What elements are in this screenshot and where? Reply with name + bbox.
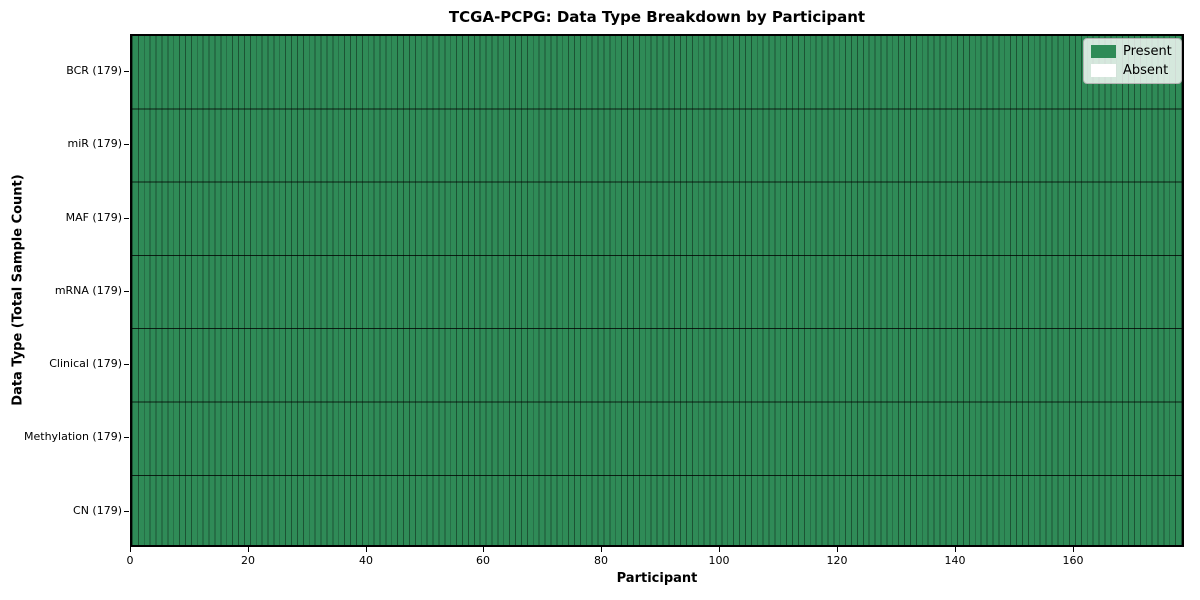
absent-swatch [1091,64,1116,77]
x-tick-label: 80 [594,554,608,567]
x-tick-label: 100 [708,554,730,567]
x-tick-mark [366,547,368,552]
x-axis-label: Participant [616,571,698,586]
x-tick-label: 20 [241,554,255,567]
x-tick-mark [719,547,721,552]
x-tick-label: 0 [126,554,134,567]
plot-area [130,34,1184,547]
y-tick-mark [124,364,129,366]
y-tick-label: miR (179) [67,137,123,150]
legend: Present Absent [1083,38,1182,84]
x-tick-mark [601,547,603,552]
y-tick-mark [124,511,129,513]
legend-label: Absent [1123,63,1169,78]
legend-entry-present: Present [1091,44,1172,59]
x-tick-mark [1073,547,1075,552]
x-tick-label: 60 [476,554,490,567]
x-tick-mark [483,547,485,552]
y-tick-mark [124,291,129,293]
y-tick-mark [124,71,129,73]
x-tick-mark [248,547,250,552]
y-tick-label: Methylation (179) [24,430,122,443]
legend-label: Present [1123,44,1172,59]
x-tick-label: 120 [826,554,848,567]
y-tick-label: BCR (179) [66,64,122,77]
legend-entry-absent: Absent [1091,63,1172,78]
x-tick-label: 40 [359,554,373,567]
x-tick-label: 160 [1062,554,1084,567]
y-tick-mark [124,218,129,220]
y-tick-label: Clinical (179) [49,357,122,370]
y-tick-label: mRNA (179) [54,284,122,297]
x-tick-label: 140 [944,554,966,567]
y-tick-label: CN (179) [73,504,122,517]
y-tick-label: MAF (179) [65,211,122,224]
chart-title: TCGA-PCPG: Data Type Breakdown by Partic… [448,8,866,26]
y-tick-mark [124,144,129,146]
x-tick-mark [955,547,957,552]
y-tick-mark [124,437,129,439]
x-tick-mark [837,547,839,552]
x-tick-mark [130,547,132,552]
present-swatch [1091,45,1116,58]
